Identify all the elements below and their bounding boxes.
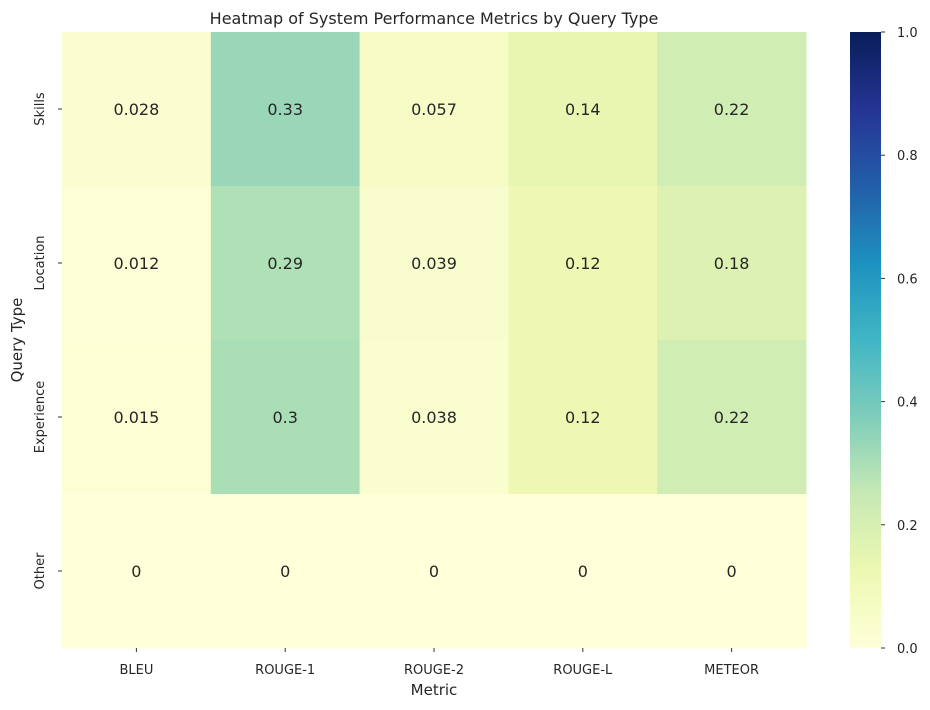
heatmap-cell bbox=[210, 32, 361, 187]
y-tick-label: Experience bbox=[33, 381, 48, 454]
cell-value-label: 0.012 bbox=[113, 254, 159, 273]
cell-value-label: 0.22 bbox=[714, 100, 750, 119]
heatmap-cell bbox=[62, 340, 212, 495]
cell-value-label: 0.14 bbox=[565, 100, 601, 119]
heatmap-cell bbox=[210, 186, 361, 341]
cell-value-label: 0.18 bbox=[714, 254, 750, 273]
colorbar-ticks: 0.0 0.2 0.4 0.6 0.8 1.0 bbox=[881, 26, 918, 657]
heatmap-cell-labels: 0.028 0.33 0.057 0.14 0.22 0.012 0.29 0.039 0.12… bbox=[113, 100, 749, 581]
heatmap-cell bbox=[359, 186, 509, 341]
cell-value-label: 0.33 bbox=[267, 100, 303, 119]
colorbar-tick-label: 0.2 bbox=[897, 519, 918, 534]
heatmap-cell bbox=[657, 32, 807, 187]
colorbar-tick-label: 1.0 bbox=[897, 26, 918, 41]
heatmap-cell bbox=[508, 494, 658, 649]
x-tick-label: ROUGE-L bbox=[553, 663, 613, 678]
x-axis-ticks: BLEU ROUGE-1 ROUGE-2 ROUGE-L METEOR bbox=[119, 648, 759, 678]
colorbar-tick-label: 0.6 bbox=[897, 272, 918, 287]
cell-value-label: 0.12 bbox=[565, 254, 601, 273]
cell-value-label: 0.015 bbox=[113, 408, 159, 427]
cell-value-label: 0.12 bbox=[565, 408, 601, 427]
cell-value-label: 0.22 bbox=[714, 408, 750, 427]
y-axis-label: Query Type bbox=[8, 298, 26, 383]
cell-value-label: 0 bbox=[727, 562, 737, 581]
cell-value-label: 0 bbox=[280, 562, 290, 581]
heatmap-cell bbox=[62, 494, 212, 649]
y-tick-label: Skills bbox=[33, 92, 48, 126]
heatmap-cell bbox=[508, 340, 658, 495]
heatmap-cell bbox=[359, 32, 509, 187]
colorbar-tick-label: 0.0 bbox=[897, 642, 918, 657]
colorbar bbox=[850, 32, 881, 648]
heatmap-cell bbox=[359, 494, 509, 649]
cell-value-label: 0.3 bbox=[272, 408, 297, 427]
heatmap-cell bbox=[657, 186, 807, 341]
colorbar-tick-label: 0.4 bbox=[897, 396, 918, 411]
x-tick-label: ROUGE-1 bbox=[255, 663, 315, 678]
y-tick-label: Location bbox=[33, 236, 48, 291]
heatmap-cell bbox=[62, 186, 212, 341]
heatmap-cells bbox=[62, 32, 807, 649]
colorbar-tick-label: 0.8 bbox=[897, 149, 918, 164]
heatmap-cell bbox=[508, 186, 658, 341]
x-tick-label: METEOR bbox=[704, 663, 759, 678]
heatmap-cell bbox=[359, 340, 509, 495]
heatmap-cell bbox=[508, 32, 658, 187]
cell-value-label: 0.29 bbox=[267, 254, 303, 273]
heatmap-cell bbox=[62, 32, 212, 187]
cell-value-label: 0 bbox=[131, 562, 141, 581]
cell-value-label: 0 bbox=[578, 562, 588, 581]
x-tick-label: BLEU bbox=[119, 663, 153, 678]
cell-value-label: 0 bbox=[429, 562, 439, 581]
cell-value-label: 0.038 bbox=[411, 408, 457, 427]
y-tick-label: Other bbox=[33, 552, 48, 590]
heatmap-cell bbox=[210, 494, 361, 649]
y-axis-ticks: Skills Location Experience Other bbox=[33, 92, 62, 589]
x-tick-label: ROUGE-2 bbox=[404, 663, 464, 678]
cell-value-label: 0.057 bbox=[411, 100, 457, 119]
chart-title: Heatmap of System Performance Metrics by… bbox=[210, 9, 659, 28]
heatmap-cell bbox=[657, 340, 807, 495]
x-axis-label: Metric bbox=[411, 681, 458, 699]
cell-value-label: 0.028 bbox=[113, 100, 159, 119]
heatmap-cell bbox=[210, 340, 361, 495]
cell-value-label: 0.039 bbox=[411, 254, 457, 273]
heatmap-cell bbox=[657, 494, 807, 649]
